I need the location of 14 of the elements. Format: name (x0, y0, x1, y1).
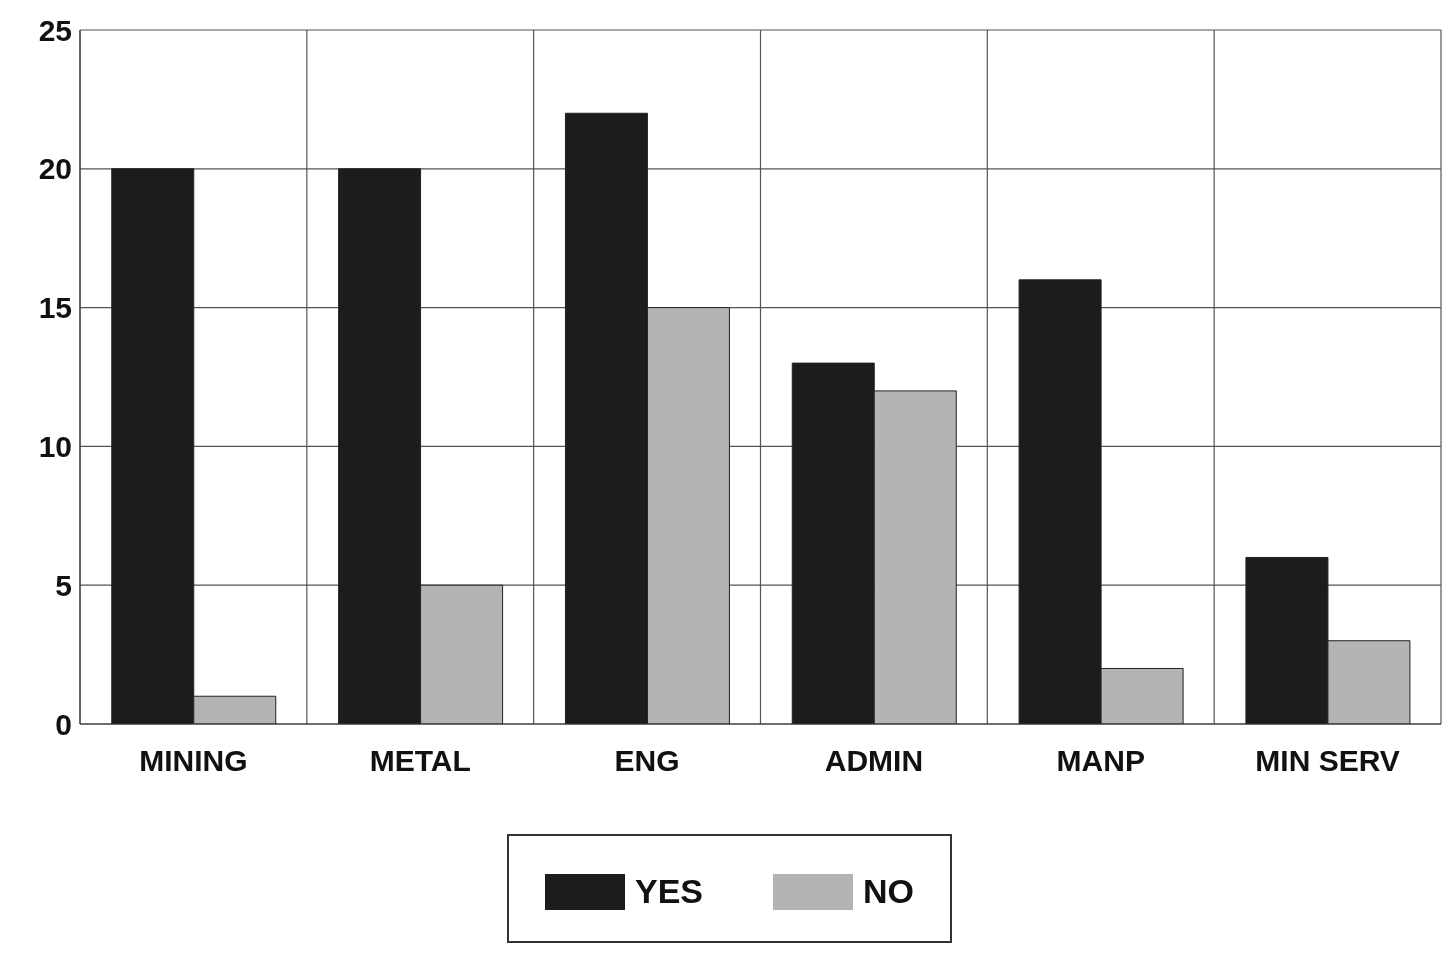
x-tick-label: ENG (614, 744, 680, 778)
y-tick-label: 15 (38, 291, 72, 325)
legend-label: NO (862, 872, 915, 911)
x-tick-label: MANP (1056, 744, 1145, 778)
x-tick-label: MIN SERV (1255, 744, 1400, 778)
x-tick-label: METAL (369, 744, 471, 778)
x-tick-label: ADMIN (824, 744, 924, 778)
y-tick-label: 10 (38, 430, 72, 464)
legend-label: YES (633, 872, 704, 911)
y-tick-label: 0 (55, 707, 72, 741)
y-tick-label: 20 (38, 152, 72, 186)
y-tick-label: 25 (38, 13, 72, 47)
y-tick-label: 5 (55, 568, 72, 602)
x-tick-label: MINING (139, 744, 248, 778)
